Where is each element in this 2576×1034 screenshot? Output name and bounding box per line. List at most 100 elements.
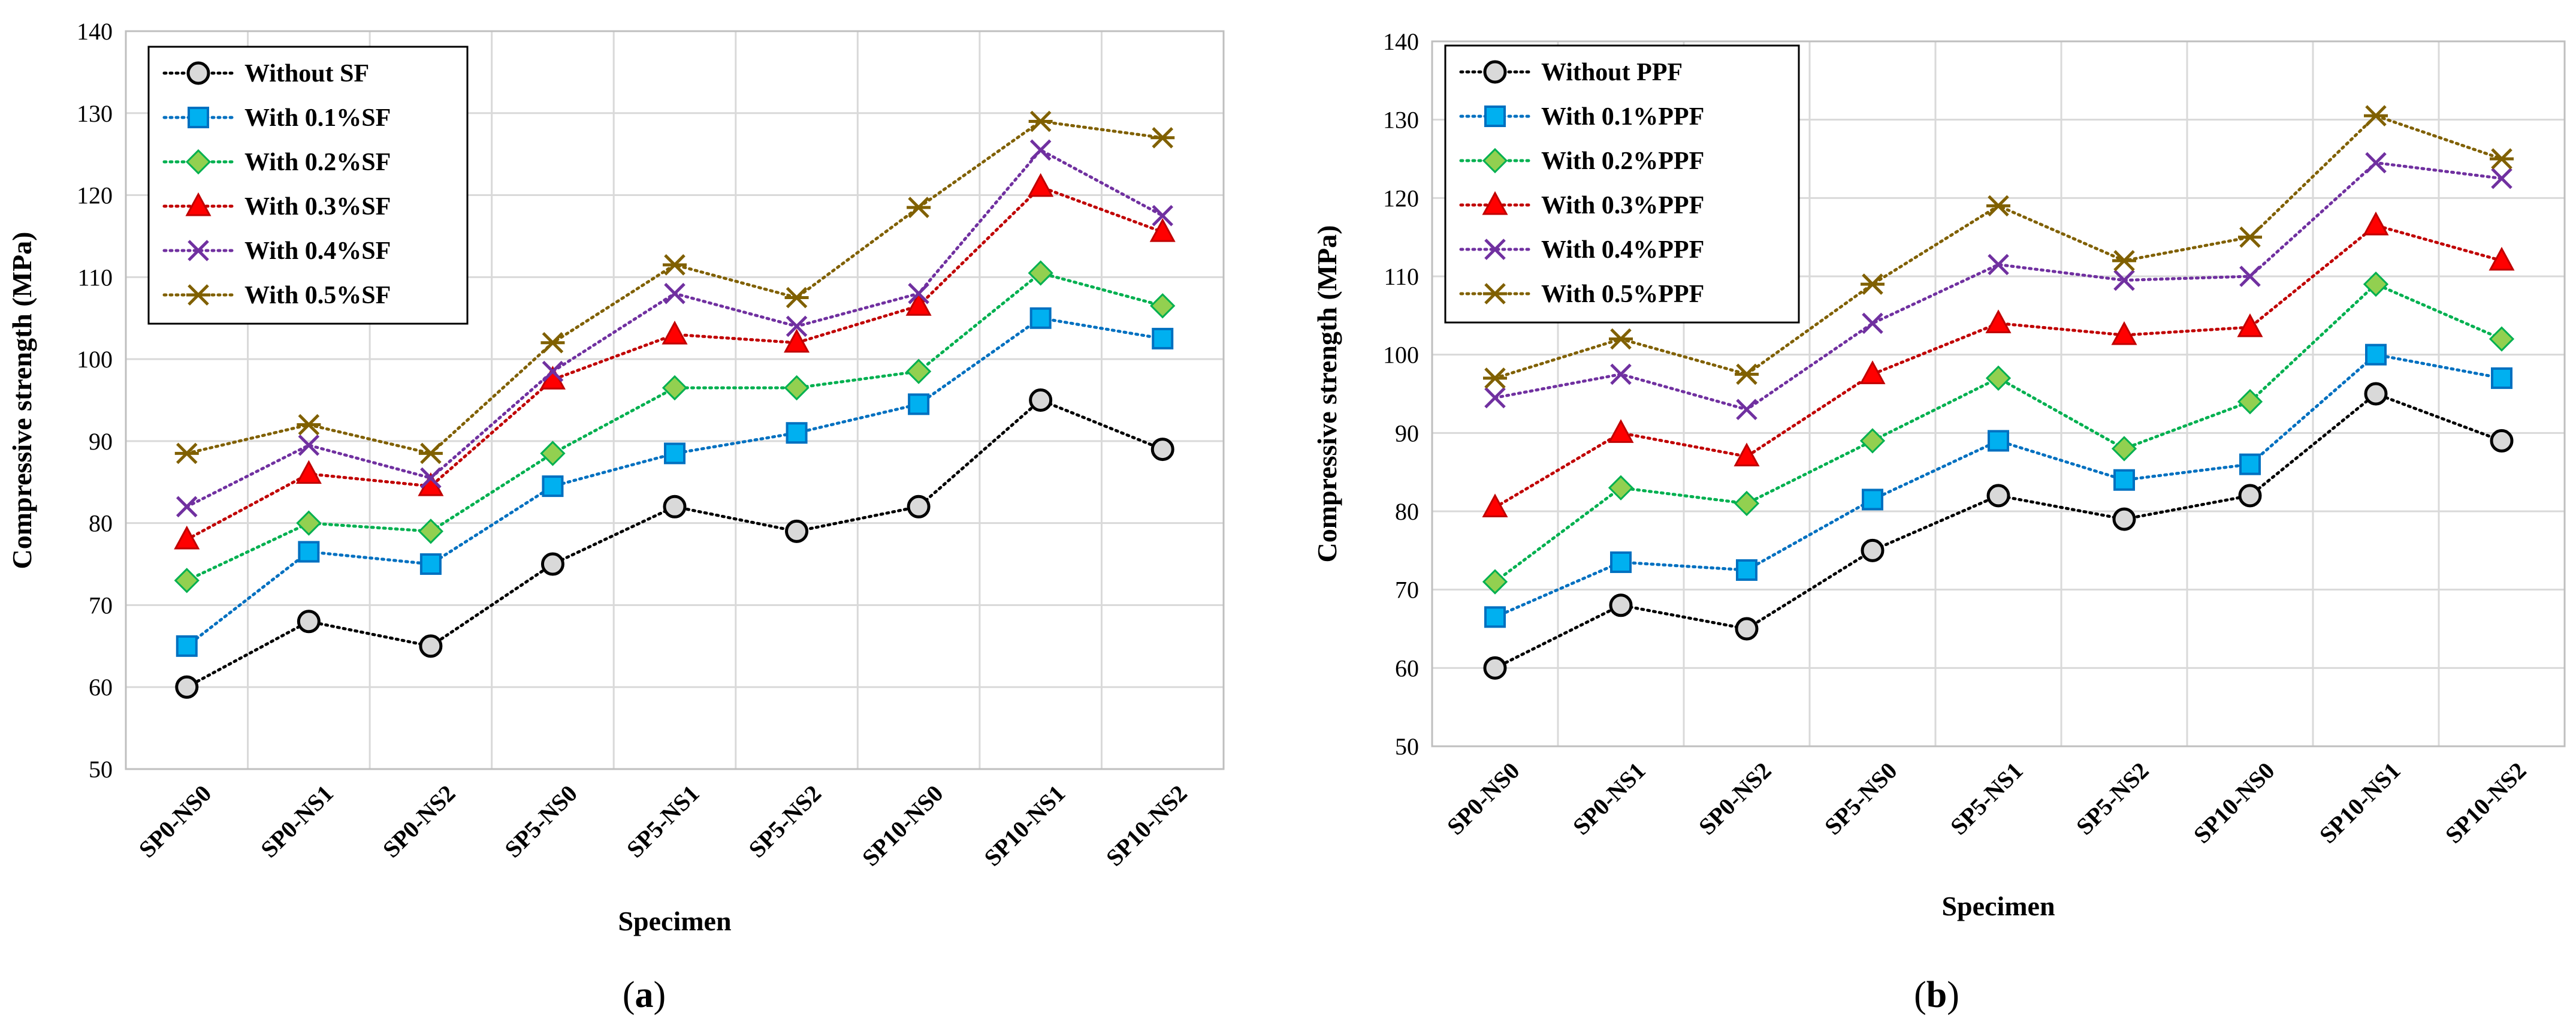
x-tick-label: SP0-NS1: [1568, 757, 1651, 840]
data-point: [1735, 363, 1759, 385]
data-point: [663, 495, 687, 518]
data-point: [1986, 484, 2010, 508]
y-tick-label: 140: [1383, 28, 1419, 55]
data-point: [1482, 569, 1508, 595]
data-point: [1985, 365, 2012, 391]
data-point: [2111, 321, 2137, 345]
y-tick-label: 80: [1395, 498, 1419, 525]
legend-marker: [188, 107, 209, 128]
data-point: [905, 292, 932, 316]
data-point: [1862, 489, 1883, 511]
y-tick-label: 130: [1383, 107, 1419, 134]
data-point: [1609, 328, 1633, 350]
data-point: [2238, 484, 2262, 508]
plot-area: [125, 30, 1225, 770]
data-point: [1484, 606, 1506, 628]
y-tick-label: 100: [77, 346, 113, 373]
data-point: [2363, 271, 2389, 297]
chart-panel-a: 50 60 70 80 90 100 110 120 130 140 SP0-NS0 SP0-NS1 S…: [7, 18, 1225, 1015]
data-point: [1028, 260, 1053, 286]
data-point: [418, 518, 444, 544]
legend-marker: [1482, 147, 1508, 174]
legend-label: With 0.3%PPF: [1541, 192, 1704, 219]
data-point: [664, 282, 685, 305]
series-4: [176, 139, 1173, 518]
data-point: [1736, 399, 1757, 420]
data-point: [174, 442, 199, 465]
caption-close-paren: ): [1947, 975, 1959, 1015]
data-point: [786, 422, 808, 444]
data-point: [419, 553, 442, 575]
x-tick-label: SP5-NS0: [1819, 757, 1902, 840]
data-point: [1150, 293, 1176, 319]
data-point: [2364, 105, 2388, 126]
x-tick-label: SP10-NS2: [1101, 780, 1192, 872]
legend-marker: [185, 149, 212, 175]
y-tick-label: 50: [89, 756, 113, 783]
data-point: [297, 610, 321, 634]
x-tick-label: SP0-NS2: [378, 780, 461, 863]
legend-marker: [188, 240, 209, 261]
series-1: [1484, 343, 2512, 628]
data-point: [662, 320, 688, 345]
x-tick-label: SP0-NS1: [255, 780, 339, 863]
x-tick-label: SP0-NS0: [1442, 757, 1525, 840]
y-tick-label: 90: [89, 428, 113, 455]
data-point: [786, 315, 808, 337]
legend-box: [147, 46, 469, 325]
data-point: [1610, 551, 1632, 573]
chart-panel-b: 50 60 70 80 90 100 110 120 130 140 SP0-NS0 SP0-NS1 S…: [1312, 28, 2566, 1015]
data-point: [176, 496, 198, 518]
data-point: [662, 375, 688, 401]
plot-area: [1431, 40, 2566, 747]
y-tick-label: 120: [77, 182, 113, 209]
data-point: [1986, 195, 2010, 217]
y-tick-label: 70: [89, 592, 113, 619]
data-point: [1608, 419, 1634, 443]
data-point: [1734, 442, 1760, 467]
data-point: [1029, 388, 1053, 412]
y-tick-label: 60: [89, 674, 113, 701]
x-axis-title: Specimen: [1941, 891, 2055, 921]
data-point: [784, 328, 810, 353]
data-point: [1483, 656, 1507, 680]
legend-label: With 0.4%SF: [244, 237, 391, 265]
data-point: [1859, 428, 1886, 454]
legend-label: With 0.5%PPF: [1541, 281, 1704, 308]
data-point: [784, 375, 810, 401]
data-point: [2491, 167, 2512, 189]
legend: Without PPF With 0.1%PPF With 0.2%PPF With …: [1444, 44, 1800, 324]
data-point: [1859, 360, 1886, 384]
legend-marker: [1484, 239, 1506, 260]
panel-caption: (a): [623, 975, 666, 1015]
x-tick-label: SP10-NS1: [2314, 757, 2406, 849]
x-tick-label: SP5-NS2: [743, 780, 826, 863]
legend-marker: [1483, 60, 1507, 84]
legend-marker: [1483, 283, 1507, 305]
legend: Without SF With 0.1%SF With 0.2%SF With 0.3…: [147, 46, 469, 325]
x-tick-label: SP5-NS1: [621, 780, 705, 863]
data-point: [1028, 110, 1053, 132]
data-point: [907, 495, 931, 518]
data-point: [175, 675, 199, 699]
data-point: [1988, 254, 2009, 276]
data-point: [908, 282, 929, 305]
data-point: [2238, 226, 2262, 248]
data-point: [1029, 307, 1052, 329]
data-point: [1862, 312, 1883, 334]
data-point: [2490, 148, 2514, 170]
y-axis-title: Compressive strength (MPa): [1312, 225, 1342, 563]
data-point: [1736, 559, 1757, 581]
y-tick-label: 70: [1395, 577, 1419, 604]
y-tick-label: 50: [1395, 733, 1419, 760]
data-point: [1150, 127, 1175, 149]
data-point: [1152, 327, 1174, 349]
data-point: [542, 475, 564, 498]
data-point: [1985, 309, 2012, 333]
data-point: [2491, 367, 2512, 389]
data-point: [1149, 218, 1176, 242]
legend-marker: [186, 284, 210, 306]
legend-label: With 0.5%SF: [244, 282, 391, 309]
data-point: [540, 331, 565, 354]
data-point: [1609, 593, 1633, 617]
